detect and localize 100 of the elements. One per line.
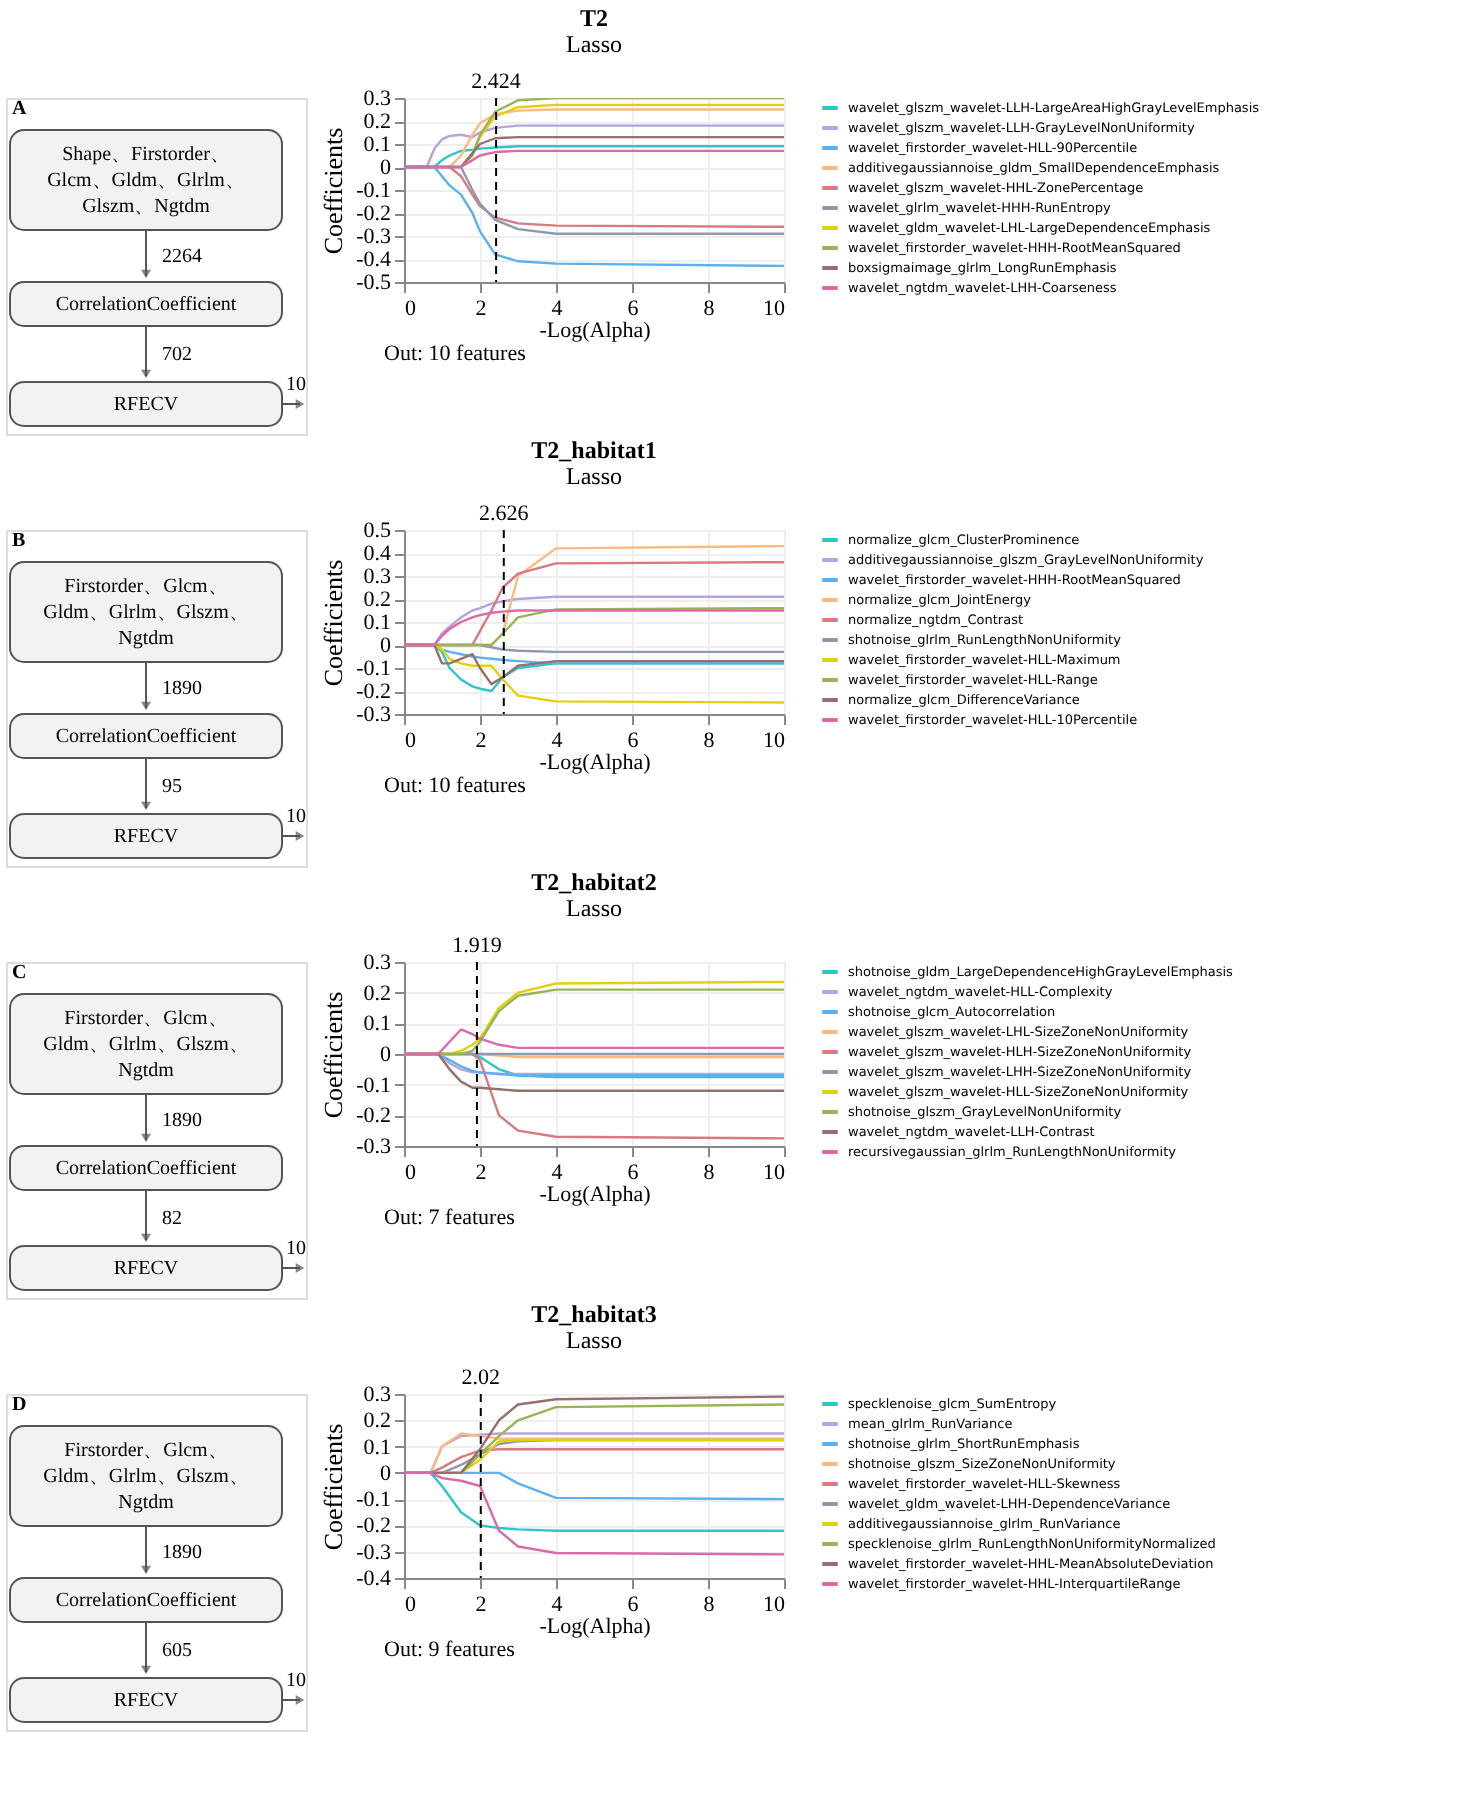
ref-line-label: 2.02 — [461, 1366, 501, 1390]
y-tick-label: 0.1 — [363, 1012, 391, 1037]
y-tick-label: 0.2 — [363, 110, 391, 134]
x-tick-label: 2 — [475, 297, 487, 321]
x-axis-title: -Log(Alpha) — [539, 751, 652, 775]
y-tick-label: -0.1 — [356, 657, 391, 681]
y-tick-label: -0.1 — [356, 179, 391, 203]
y-tick-label: 0.2 — [363, 1409, 391, 1434]
x-tick-label: 4 — [551, 297, 564, 321]
text: Firstorder、Glcm、Gldm、Glrlm、Glszm、Ngtdm — [43, 1008, 249, 1082]
ref-line-label: 2.626 — [479, 502, 530, 526]
y-tick-label: 0.3 — [363, 1383, 392, 1407]
y-tick-label: 0 — [380, 1043, 392, 1067]
text: A — [12, 98, 28, 120]
text: 10 — [286, 806, 306, 828]
y-tick-label: 0.1 — [363, 611, 391, 635]
y-tick-label: 0.2 — [363, 588, 391, 612]
x-tick-label: 6 — [627, 729, 640, 753]
text: RFECV — [113, 394, 180, 416]
text: CorrelationCoefficient — [55, 1158, 237, 1180]
x-tick-label: 2 — [475, 1161, 487, 1185]
chart-subtitle: Lasso — [566, 462, 622, 490]
y-axis-title: Coefficients — [318, 1423, 349, 1551]
chart-title: T2 — [579, 4, 609, 32]
x-tick-label: 2 — [475, 729, 487, 753]
text: 2264 — [162, 246, 202, 268]
text: 605 — [162, 1640, 192, 1662]
y-tick-label: -0.3 — [356, 1540, 392, 1565]
ref-line-label: 1.919 — [452, 934, 503, 958]
text: CorrelationCoefficient — [55, 294, 237, 316]
text: 10 — [286, 1670, 306, 1692]
text: Out: 7 features — [384, 1206, 515, 1230]
text: Out: 10 features — [384, 774, 526, 798]
y-tick-label: 0.5 — [363, 519, 392, 543]
y-axis-title: Coefficients — [318, 559, 349, 687]
y-tick-label: -0.3 — [356, 703, 392, 727]
text: 1890 — [162, 678, 202, 700]
x-tick-label: 6 — [627, 297, 640, 321]
y-tick-label: 0.4 — [363, 542, 392, 566]
x-tick-label: 8 — [703, 1161, 716, 1185]
text: CorrelationCoefficient — [55, 1590, 237, 1612]
y-tick-label: 0.3 — [363, 87, 392, 111]
x-tick-label: 10 — [763, 729, 786, 753]
y-tick-label: -0.5 — [356, 271, 392, 295]
x-tick-label: 4 — [551, 729, 564, 753]
ref-line-label: 2.424 — [471, 70, 522, 94]
y-tick-label: -0.2 — [356, 202, 391, 226]
text: 1890 — [162, 1542, 202, 1564]
text: Firstorder、Glcm、Gldm、Glrlm、Glszm、Ngtdm — [43, 1440, 249, 1514]
x-axis-title: -Log(Alpha) — [539, 1183, 652, 1207]
x-tick-label: 0 — [405, 1161, 417, 1185]
y-tick-label: -0.1 — [356, 1073, 391, 1098]
y-tick-label: -0.4 — [356, 1567, 392, 1591]
x-tick-label: 2 — [475, 1593, 487, 1617]
text: Firstorder、Glcm、Gldm、Glrlm、Glszm、Ngtdm — [43, 576, 249, 650]
text: 82 — [162, 1208, 182, 1230]
x-tick-label: 4 — [551, 1593, 564, 1617]
text: 1890 — [162, 1110, 202, 1132]
y-tick-label: -0.3 — [356, 1135, 392, 1159]
chart-title: T2_habitat2 — [531, 868, 657, 896]
y-tick-label: -0.1 — [356, 1488, 391, 1513]
x-tick-label: 4 — [551, 1161, 564, 1185]
x-tick-label: 8 — [703, 729, 716, 753]
x-tick-label: 6 — [627, 1593, 640, 1617]
text: 10 — [286, 1238, 306, 1260]
x-axis-title: -Log(Alpha) — [539, 1615, 652, 1639]
chart-subtitle: Lasso — [566, 30, 622, 58]
y-tick-label: -0.2 — [356, 1104, 391, 1129]
text: D — [12, 1394, 27, 1416]
x-tick-label: 10 — [763, 1593, 786, 1617]
x-tick-label: 10 — [763, 297, 786, 321]
text: Out: 10 features — [384, 342, 526, 366]
text: 702 — [162, 344, 192, 366]
y-tick-label: 0.3 — [363, 565, 392, 589]
x-tick-label: 8 — [703, 297, 716, 321]
chart-subtitle: Lasso — [566, 1326, 622, 1354]
y-tick-label: -0.3 — [356, 225, 392, 249]
y-axis-title: Coefficients — [318, 991, 349, 1119]
y-tick-label: 0 — [380, 1461, 392, 1486]
y-tick-label: -0.2 — [356, 1514, 391, 1539]
text: 10 — [286, 374, 306, 396]
y-tick-label: -0.4 — [356, 248, 392, 272]
x-tick-label: 10 — [763, 1161, 786, 1185]
x-axis-title: -Log(Alpha) — [539, 319, 652, 343]
text: B — [12, 530, 26, 552]
x-tick-label: 8 — [703, 1593, 716, 1617]
y-tick-label: -0.2 — [356, 680, 391, 704]
x-tick-label: 6 — [627, 1161, 640, 1185]
text: RFECV — [113, 1258, 180, 1280]
y-tick-label: 0.3 — [363, 951, 392, 975]
y-tick-label: 0.1 — [363, 1435, 391, 1460]
text: 95 — [162, 776, 182, 798]
chart-title: T2_habitat3 — [531, 1300, 657, 1328]
y-tick-label: 0.2 — [363, 981, 391, 1006]
text: Shape、Firstorder、Glcm、Gldm、Glrlm、Glszm、Ngtdm — [47, 144, 245, 218]
x-tick-label: 0 — [405, 297, 417, 321]
chart-subtitle: Lasso — [566, 894, 622, 922]
y-axis-title: Coefficients — [318, 127, 349, 255]
text: C — [12, 962, 27, 984]
x-tick-label: 0 — [405, 1593, 417, 1617]
